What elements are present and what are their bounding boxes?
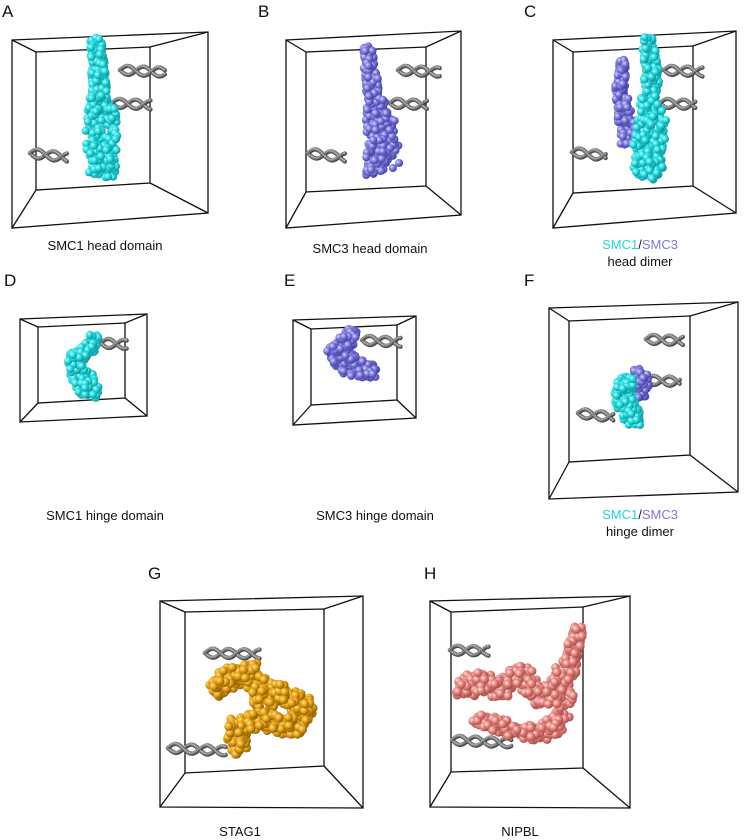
smc1-head-a — [81, 33, 122, 182]
dna-helix-a3 — [27, 147, 70, 164]
panel-letter-d: D — [4, 271, 17, 290]
panel-e-box — [292, 315, 417, 426]
smc1-hinge-f — [610, 372, 644, 430]
dna-helix-g1 — [202, 646, 262, 661]
caption-f: SMC1/SMC3 hinge dimer — [560, 506, 720, 540]
smc1-head-c — [629, 33, 670, 184]
panel-f-box — [548, 301, 739, 500]
panel-b-box — [285, 30, 462, 229]
nipbl-structure — [451, 622, 587, 745]
dna-helix-c1 — [661, 63, 705, 79]
caption-e: SMC3 hinge domain — [316, 508, 434, 523]
smc1-hinge-d — [64, 330, 103, 402]
caption-f-line2: hinge dimer — [606, 524, 674, 539]
panel-letter-f: F — [524, 271, 535, 290]
caption-f-smc3: SMC3 — [641, 507, 678, 522]
dna-helix-b3 — [305, 147, 347, 164]
smc3-head-b — [359, 42, 404, 179]
caption-c-separator: / — [638, 237, 642, 252]
caption-c-smc1: SMC1 — [602, 237, 639, 252]
dna-helix-b1 — [395, 63, 442, 79]
panel-letter-a: A — [2, 2, 14, 21]
panel-letter-g: G — [148, 564, 162, 583]
dna-helix-a1 — [117, 63, 167, 79]
caption-f-smc1: SMC1 — [602, 507, 639, 522]
panel-letter-b: B — [258, 2, 270, 21]
caption-b: SMC3 head domain — [312, 241, 428, 256]
caption-d: SMC1 hinge domain — [46, 508, 164, 523]
caption-c-line2: head dimer — [607, 254, 673, 269]
dna-helix-f2 — [643, 373, 682, 388]
dna-helices — [27, 63, 705, 758]
dna-helix-h2 — [449, 733, 514, 750]
caption-c: SMC1/SMC3 head dimer — [560, 236, 720, 270]
panel-d-box — [19, 313, 148, 423]
panel-h-box — [429, 595, 631, 809]
dna-helix-c2 — [657, 96, 698, 111]
panel-letter-h: H — [424, 564, 437, 583]
caption-c-smc3: SMC3 — [641, 237, 678, 252]
smc3-hinge-e — [323, 325, 381, 382]
dna-helix-c3 — [569, 146, 608, 162]
panel-a-box — [11, 31, 209, 229]
dna-helix-b2 — [387, 96, 429, 112]
caption-h: NIPBL — [501, 824, 539, 839]
panel-letter-c: C — [524, 2, 537, 21]
caption-g: STAG1 — [219, 824, 261, 839]
panel-g-box — [159, 595, 364, 809]
caption-a: SMC1 head domain — [47, 238, 163, 253]
dna-helix-f3 — [575, 407, 616, 423]
dna-helix-h1 — [447, 643, 491, 658]
caption-f-separator: / — [638, 507, 642, 522]
dna-helix-g2 — [165, 741, 228, 758]
dna-helix-e1 — [359, 333, 403, 349]
protein-structures — [64, 33, 670, 759]
panel-letter-e: E — [284, 271, 296, 290]
stag1-structure — [205, 659, 318, 759]
dna-helix-f1 — [643, 332, 685, 347]
